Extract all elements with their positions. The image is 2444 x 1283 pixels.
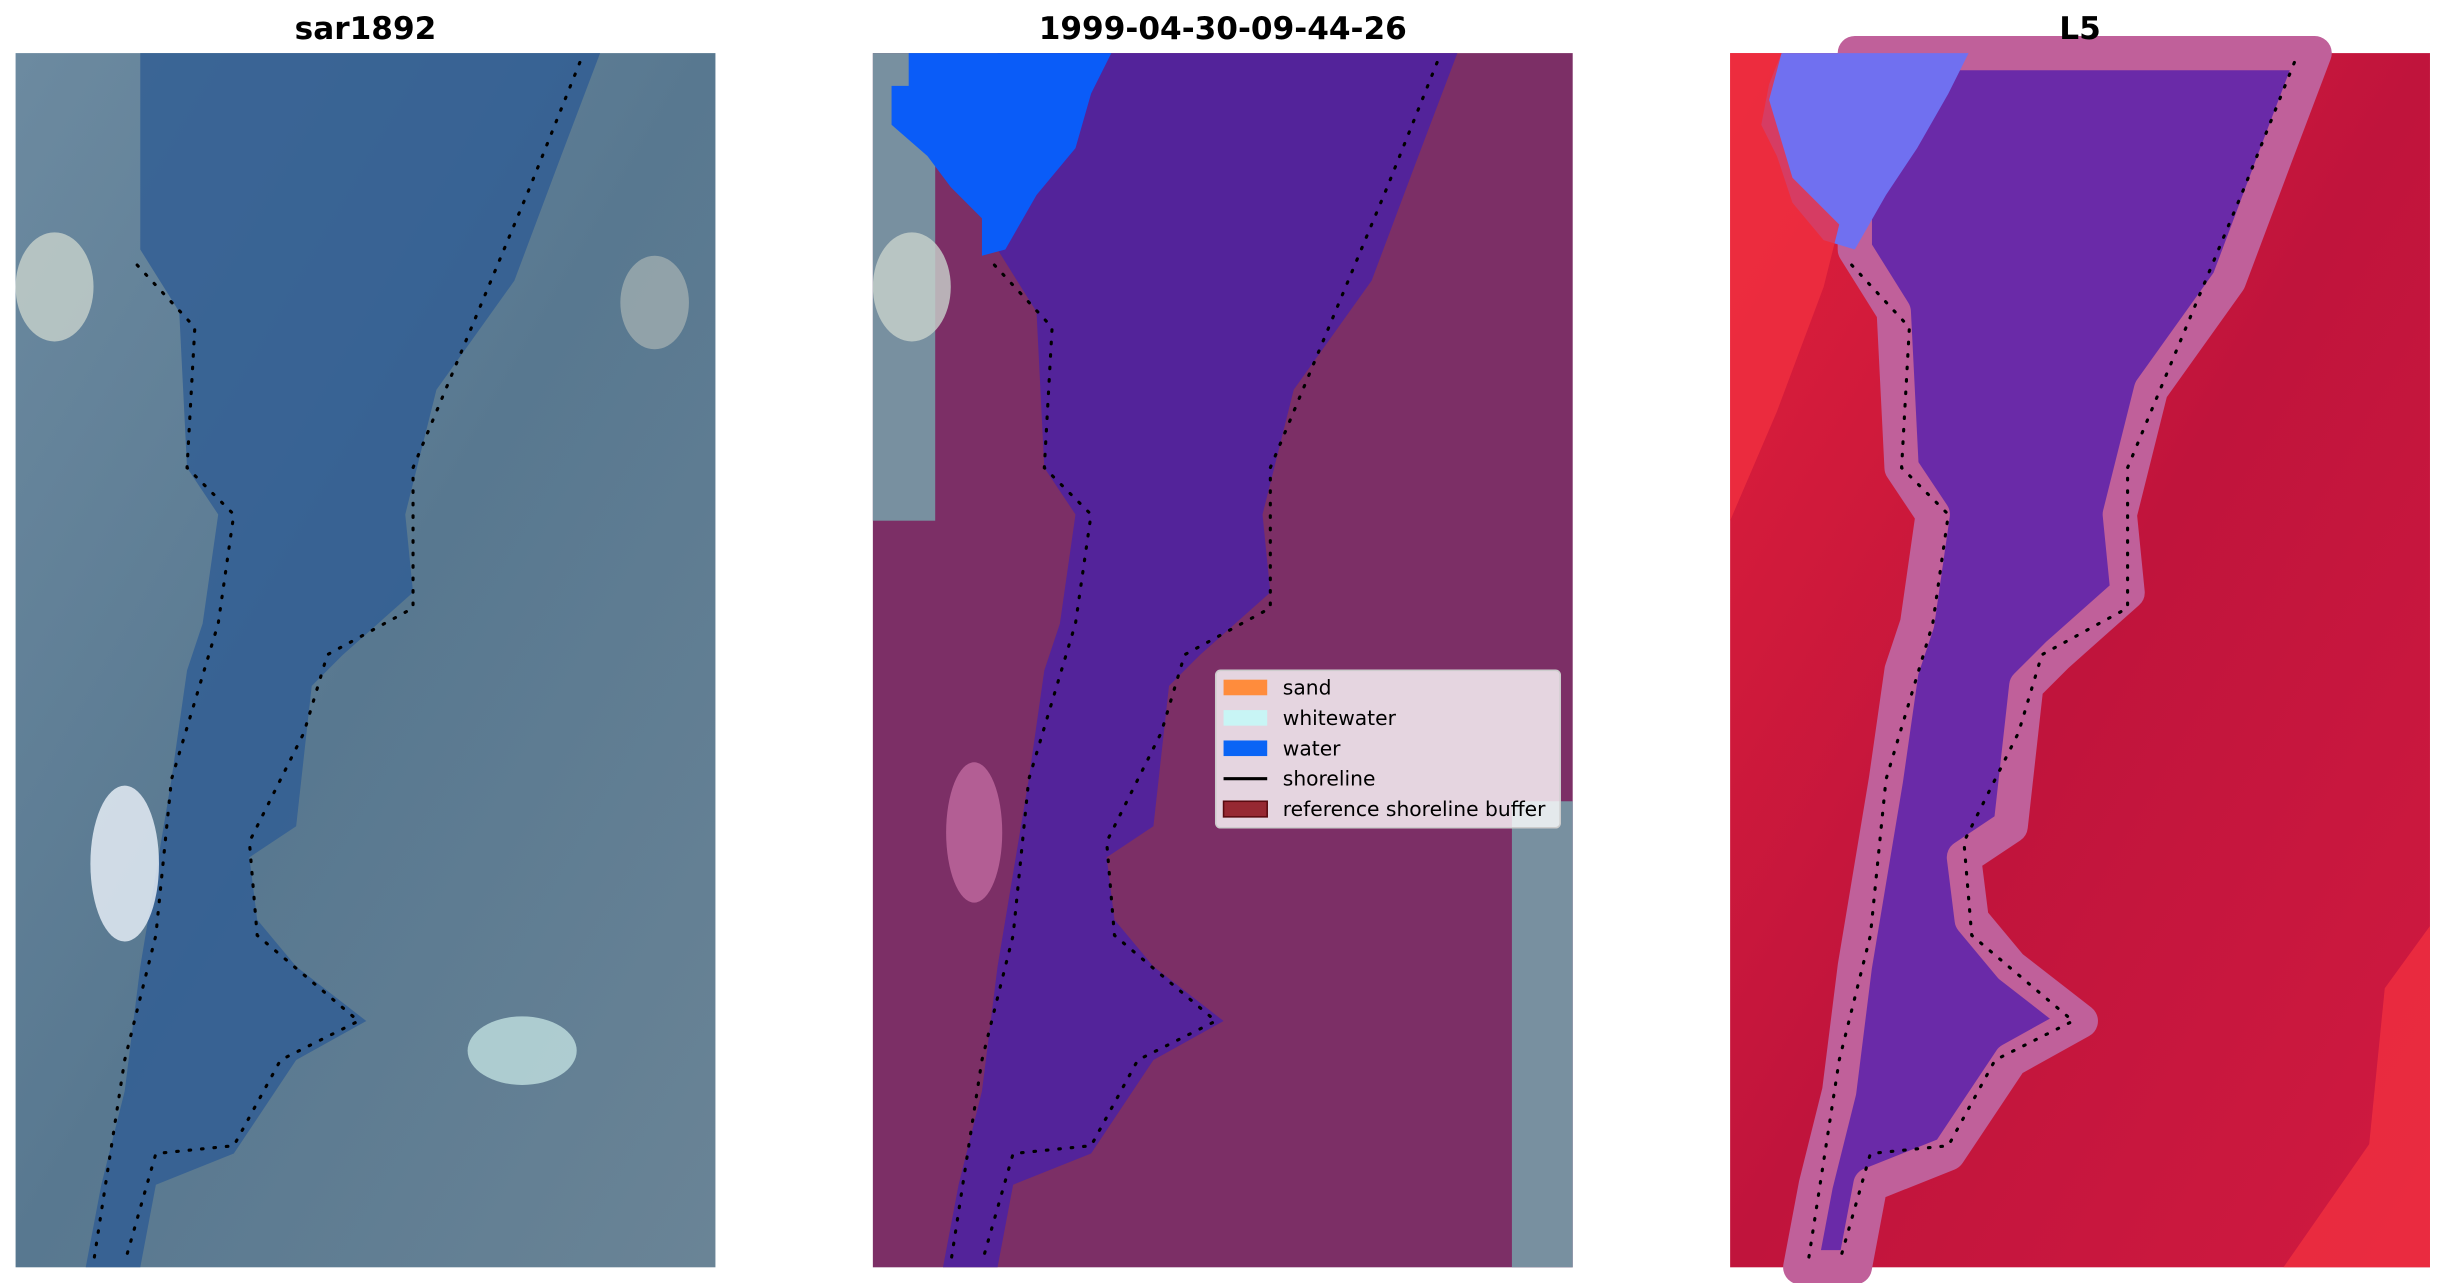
legend-label: reference shoreline buffer <box>1283 797 1546 821</box>
legend-patch <box>1223 710 1268 726</box>
legend-patch <box>1223 740 1268 757</box>
legend: sand whitewater water shoreline reference sh… <box>1214 669 1562 829</box>
panel-3 <box>1730 53 2430 1267</box>
panel-title: sar1892 <box>295 11 437 47</box>
legend-label: whitewater <box>1283 706 1397 730</box>
legend-label: shoreline <box>1283 767 1376 791</box>
legend-label: sand <box>1283 676 1332 700</box>
panel-2 <box>872 53 1573 1268</box>
legend-patch <box>1222 800 1268 818</box>
legend-label: water <box>1283 736 1341 760</box>
panel-title: L5 <box>2059 11 2101 47</box>
legend-patch <box>1223 679 1268 696</box>
panel-title: 1999-04-30-09-44-26 <box>1039 11 1407 47</box>
panel-1 <box>15 53 716 1268</box>
